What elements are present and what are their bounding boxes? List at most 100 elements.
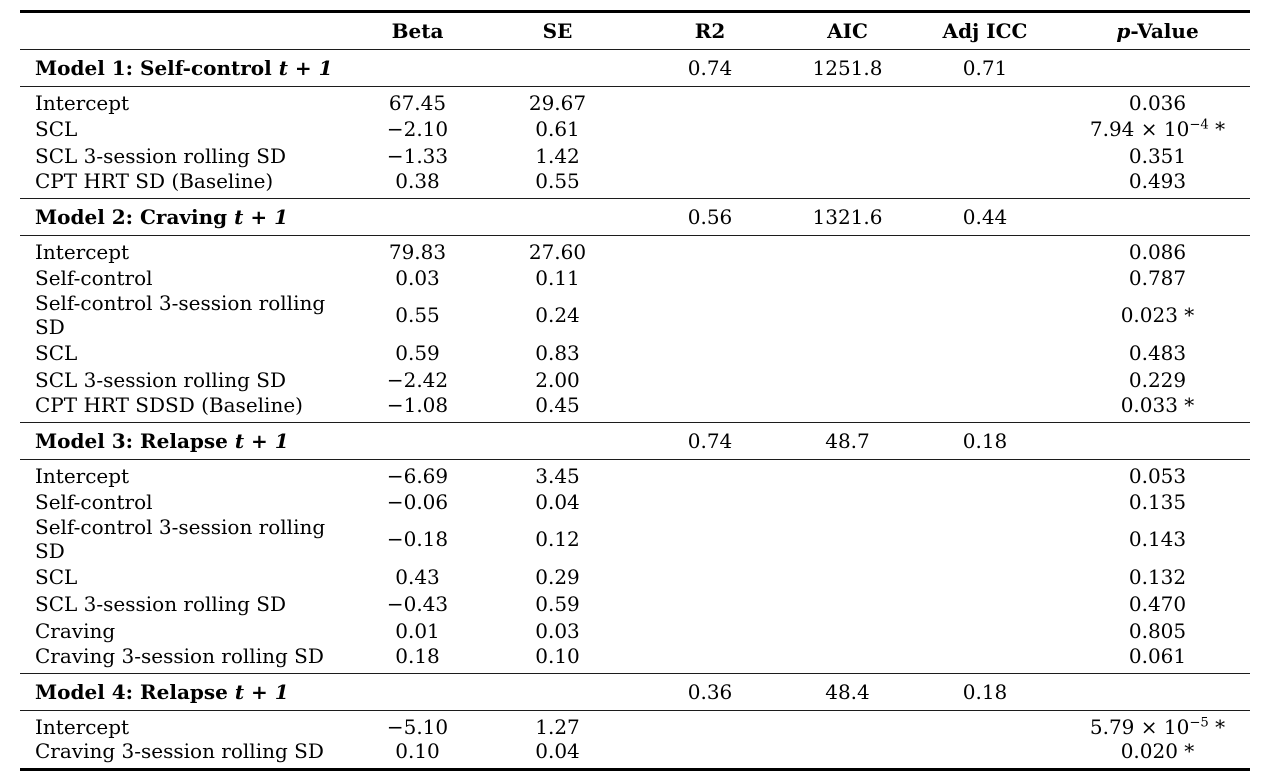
p-value-header-suffix: -Value xyxy=(1130,19,1199,43)
model-title-time-term: t + 1 xyxy=(234,429,289,453)
p-value-main: 0.351 xyxy=(1128,143,1187,168)
model-header-row: Model 4: Relapse t + 1 0.36 48.4 0.18 xyxy=(20,673,1250,711)
cell-aic-empty xyxy=(790,460,905,489)
cell-r2-empty xyxy=(630,563,790,590)
cell-beta: −5.10 xyxy=(386,715,449,739)
cell-beta-empty xyxy=(350,199,485,236)
cell-adj-icc-empty xyxy=(905,644,1065,674)
cell-p-value: 0.229 xyxy=(1065,366,1250,393)
cell-p-value-empty xyxy=(1065,674,1250,711)
cell-adj-icc-empty xyxy=(905,590,1065,617)
cell-se-empty xyxy=(485,50,630,87)
model-title: Model 2: Craving xyxy=(35,205,235,229)
cell-adj-icc-empty xyxy=(905,393,1065,423)
cell-aic-empty xyxy=(790,488,905,515)
cell-aic-empty xyxy=(790,563,905,590)
column-header-empty xyxy=(20,12,350,50)
cell-p-value: 0.020 * xyxy=(1065,739,1250,770)
cell-aic-empty xyxy=(790,264,905,291)
mixed-model-results-table: Beta SE R2 AIC Adj ICC p-Value Model 1: … xyxy=(20,10,1250,771)
column-header-aic: AIC xyxy=(827,19,868,43)
cell-predictor-label: Intercept xyxy=(35,715,130,739)
column-header-beta: Beta xyxy=(391,19,444,43)
model-header-row: Model 1: Self-control t + 1 0.74 1251.8 0.7… xyxy=(20,49,1250,87)
predictor-row: SCL 0.43 0.29 0.132 xyxy=(20,563,1250,590)
cell-aic-empty xyxy=(790,739,905,770)
cell-beta: −2.10 xyxy=(386,116,449,141)
cell-adj-icc-empty xyxy=(905,169,1065,199)
cell-adj-icc: 0.18 xyxy=(962,429,1008,453)
cell-r2-empty xyxy=(630,590,790,617)
cell-r2-empty xyxy=(630,115,790,142)
model-title-cell: Model 2: Craving t + 1 xyxy=(20,199,350,236)
p-value-main: 0.036 xyxy=(1128,91,1187,115)
paper-page: Beta SE R2 AIC Adj ICC p-Value Model 1: … xyxy=(20,10,1250,771)
p-value-main: 0.470 xyxy=(1128,591,1187,616)
cell-se: 0.29 xyxy=(535,564,580,589)
cell-adj-icc: 0.18 xyxy=(962,680,1008,704)
cell-p-value: 0.351 xyxy=(1065,142,1250,169)
cell-beta: 0.01 xyxy=(395,618,440,643)
cell-p-value: 0.135 xyxy=(1065,488,1250,515)
model-title-cell: Model 3: Relapse t + 1 xyxy=(20,423,350,460)
predictor-row: Craving 3-session rolling SD 0.10 0.04 0.02… xyxy=(20,739,1250,770)
cell-adj-icc-empty xyxy=(905,264,1065,291)
cell-aic-empty xyxy=(790,169,905,199)
cell-r2-empty xyxy=(630,87,790,116)
p-value-main: 0.229 xyxy=(1128,367,1187,392)
model-header-row: Model 2: Craving t + 1 0.56 1321.6 0.44 xyxy=(20,198,1250,236)
cell-aic: 48.7 xyxy=(825,429,870,453)
cell-predictor-label: SCL 3-session rolling SD xyxy=(35,367,286,392)
cell-predictor-label: Intercept xyxy=(35,91,130,115)
cell-adj-icc-empty xyxy=(905,488,1065,515)
predictor-row: Intercept 79.83 27.60 0.086 xyxy=(20,236,1250,264)
model-title: Model 3: Relapse xyxy=(35,429,235,453)
predictor-row: CPT HRT SDSD (Baseline) −1.08 0.45 0.033 * xyxy=(20,393,1250,423)
cell-p-value: 0.787 xyxy=(1065,264,1250,291)
p-value-main: 5.79 × 10 xyxy=(1089,715,1190,739)
cell-aic-empty xyxy=(790,617,905,644)
cell-r2-empty xyxy=(630,339,790,366)
cell-adj-icc-empty xyxy=(905,115,1065,142)
cell-predictor-label: Craving 3-session rolling SD xyxy=(35,644,324,668)
cell-beta-empty xyxy=(350,423,485,460)
cell-beta: 0.38 xyxy=(395,169,440,193)
cell-p-value: 0.805 xyxy=(1065,617,1250,644)
cell-aic-empty xyxy=(790,711,905,740)
cell-predictor-label: SCL xyxy=(35,116,78,141)
cell-p-value: 0.053 xyxy=(1065,460,1250,488)
p-value-main: 0.053 xyxy=(1128,464,1187,488)
cell-beta: 79.83 xyxy=(388,240,447,264)
column-header-adj-icc: Adj ICC xyxy=(942,19,1028,43)
cell-adj-icc-empty xyxy=(905,563,1065,590)
cell-p-value: 0.061 xyxy=(1065,644,1250,674)
cell-p-value: 0.470 xyxy=(1065,590,1250,617)
cell-aic-empty xyxy=(790,339,905,366)
p-value-exponent: −4 xyxy=(1189,116,1209,132)
cell-adj-icc: 0.44 xyxy=(962,205,1008,229)
cell-beta: −2.42 xyxy=(386,367,449,392)
cell-p-value-empty xyxy=(1065,199,1250,236)
cell-se-empty xyxy=(485,674,630,711)
cell-adj-icc-empty xyxy=(905,515,1065,563)
cell-p-value: 5.79 × 10−5 * xyxy=(1065,711,1250,739)
cell-p-value: 0.023 * xyxy=(1065,291,1250,339)
cell-beta: 0.03 xyxy=(395,265,440,290)
predictor-row: Self-control 3-session rolling SD 0.55 0.2… xyxy=(20,291,1250,339)
cell-beta: −0.06 xyxy=(386,489,449,514)
cell-beta: 0.18 xyxy=(395,644,440,668)
cell-se: 0.04 xyxy=(535,739,580,763)
column-header-se: SE xyxy=(542,19,573,43)
cell-adj-icc-empty xyxy=(905,87,1065,116)
model-header-row: Model 3: Relapse t + 1 0.74 48.7 0.18 xyxy=(20,422,1250,460)
predictor-row: Intercept −5.10 1.27 5.79 × 10−5 * xyxy=(20,711,1250,740)
predictor-row: Craving 3-session rolling SD 0.18 0.10 0.06… xyxy=(20,644,1250,674)
cell-r2-empty xyxy=(630,142,790,169)
cell-p-value-empty xyxy=(1065,423,1250,460)
cell-se: 0.10 xyxy=(535,644,580,668)
p-value-header-italic-p: p xyxy=(1116,19,1131,43)
header-row: Beta SE R2 AIC Adj ICC p-Value xyxy=(20,12,1250,50)
cell-se: 0.24 xyxy=(535,303,580,327)
cell-se: 1.27 xyxy=(535,715,580,739)
cell-r2-empty xyxy=(630,488,790,515)
